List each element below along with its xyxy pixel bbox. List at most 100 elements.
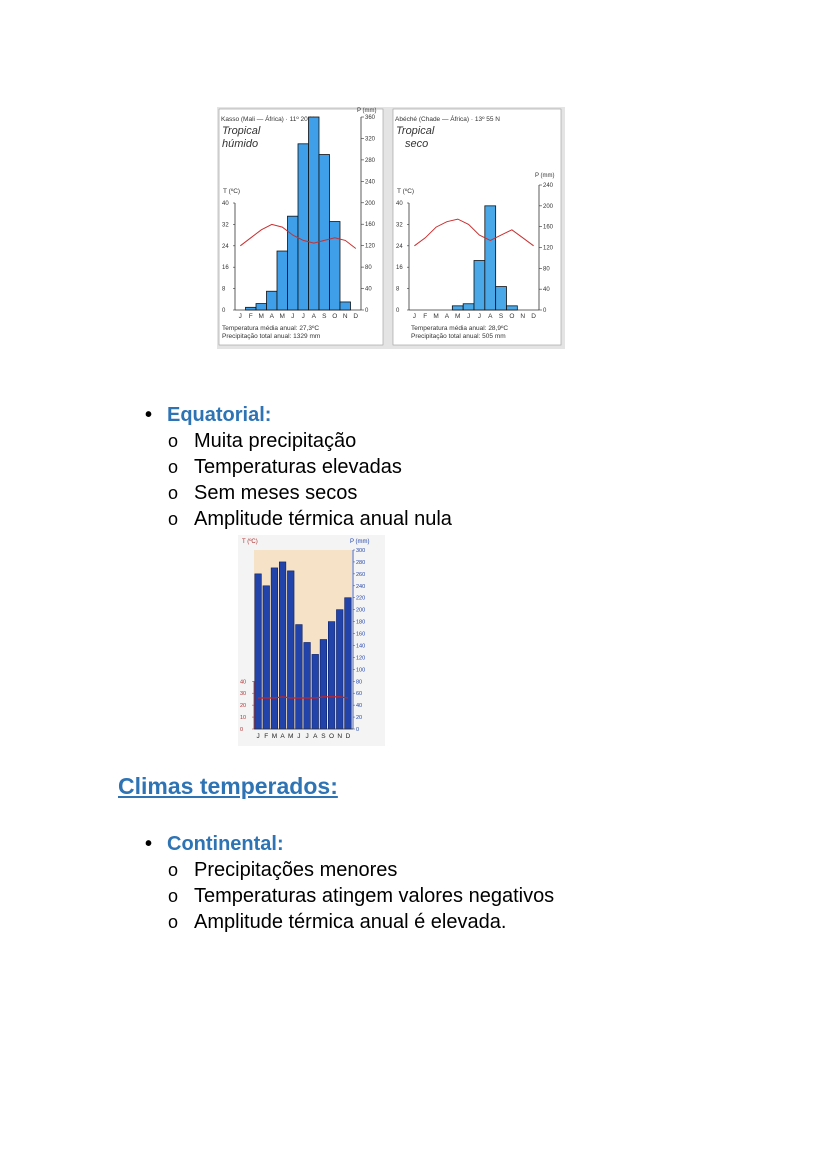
precip-tick-label: 80 (365, 265, 372, 271)
month-label: J (256, 733, 259, 740)
equatorial-item: o Sem meses secos (168, 481, 357, 505)
temp-tick-label: 8 (396, 287, 400, 293)
sub-bullet-icon: o (168, 886, 179, 906)
month-label: O (329, 733, 334, 740)
precip-tick-label: 180 (356, 620, 365, 626)
month-label: J (478, 313, 481, 320)
tropical-climographs-svg: Kasso (Mali — África) · 11º 20 N Tropical… (218, 108, 562, 346)
month-label: J (305, 733, 308, 740)
precip-tick-label: 160 (543, 225, 554, 231)
precip-bar (336, 609, 344, 730)
climograph-caption-precip: Precipitação total anual: 505 mm (411, 333, 506, 340)
precip-axis-label: P (mm) (357, 108, 377, 114)
continental-item-text: Precipitações menores (194, 859, 398, 881)
equatorial-climograph-figure: T (ºC) P (mm) 0 20 40 60 80 100 120 140 160 180 200 2… (238, 535, 385, 746)
temp-tick-label: 40 (222, 201, 229, 207)
month-label: M (455, 313, 460, 320)
temperature-line (258, 696, 348, 699)
precip-bar (255, 303, 267, 311)
month-label: N (520, 313, 525, 320)
month-label: M (433, 313, 438, 320)
continental-item-text: Temperaturas atingem valores negativos (194, 885, 555, 907)
equatorial-climograph-svg: T (ºC) P (mm)0204060801001201401601802002… (240, 538, 370, 740)
temp-tick-label: 24 (396, 244, 403, 250)
precip-tick-label: 40 (365, 287, 372, 293)
precip-bar (319, 639, 327, 730)
precip-bar (276, 250, 288, 311)
temperature-line (414, 218, 534, 247)
precip-bar (495, 286, 507, 311)
precip-tick-label: 140 (356, 643, 365, 649)
temp-tick-label: 0 (222, 308, 226, 314)
continental-heading-row: • Continental: (145, 832, 284, 856)
climograph-climate-type: Tropical (222, 125, 261, 137)
continental-item-text: Amplitude térmica anual é elevada. (194, 911, 507, 933)
month-label: N (343, 313, 348, 320)
precip-bar (339, 301, 351, 311)
temp-tick-label: 32 (396, 222, 403, 228)
precip-tick-label: 20 (356, 715, 362, 721)
month-label: J (467, 313, 470, 320)
precip-axis-label: P (mm) (350, 539, 370, 545)
precip-tick-label: 240 (543, 183, 554, 189)
precip-bar (462, 303, 475, 311)
equatorial-item: o Amplitude térmica anual nula (168, 507, 452, 531)
month-label: F (264, 733, 268, 740)
precip-tick-label: 120 (365, 244, 376, 250)
equatorial-item-text: Amplitude térmica anual nula (194, 508, 452, 530)
climograph-climate-type: Tropical (396, 125, 435, 137)
precip-bar (270, 567, 279, 730)
temp-tick-label: 40 (240, 679, 246, 685)
precip-tick-label: 200 (365, 201, 376, 207)
climograph-caption-temp: Temperatura média anual: 27,3ºC (222, 325, 319, 332)
precip-bar (344, 597, 352, 730)
precip-bar (295, 624, 303, 730)
month-label: M (280, 313, 285, 320)
temp-axis-label: T (ºC) (223, 188, 240, 195)
month-label: A (313, 733, 318, 740)
sub-bullet-icon: o (168, 860, 179, 880)
precip-tick-label: 200 (356, 608, 365, 614)
precip-tick-label: 40 (356, 703, 362, 709)
precip-tick-label: 0 (365, 308, 369, 314)
climograph-location: Kasso (Mali — África) · 11º 20 N (221, 114, 315, 123)
precip-tick-label: 80 (543, 266, 550, 272)
sub-bullet-icon: o (168, 457, 179, 477)
equatorial-item: o Temperaturas elevadas (168, 455, 402, 479)
month-label: S (322, 313, 327, 320)
precip-tick-label: 240 (356, 584, 365, 590)
precip-tick-label: 260 (356, 572, 365, 578)
climograph-location: Abéché (Chade — África) · 13º 55 N (395, 114, 500, 123)
climograph-caption-precip: Precipitação total anual: 1329 mm (222, 333, 320, 340)
precip-tick-label: 220 (356, 596, 365, 602)
precip-bar (308, 116, 320, 311)
month-label: S (499, 313, 504, 320)
precip-bar (451, 305, 464, 311)
plot-background (254, 550, 352, 729)
precip-axis-label: P (mm) (535, 173, 555, 179)
precip-tick-label: 160 (365, 222, 376, 228)
month-label: J (413, 313, 416, 320)
precip-tick-label: 120 (543, 246, 554, 252)
precip-tick-label: 360 (365, 115, 376, 121)
climograph-climate-subtype: seco (405, 138, 428, 150)
month-label: S (321, 733, 326, 740)
precip-bar (287, 570, 295, 730)
equatorial-item: o Muita precipitação (168, 429, 356, 453)
tropical-climographs-figure: Kasso (Mali — África) · 11º 20 N Tropical… (217, 107, 565, 349)
precip-bar (245, 306, 257, 311)
month-label: J (297, 733, 300, 740)
sub-bullet-icon: o (168, 431, 179, 451)
precip-bar (287, 215, 299, 311)
precip-bar (311, 654, 319, 730)
precip-bar (329, 221, 341, 311)
precip-tick-label: 80 (356, 679, 362, 685)
month-label: M (272, 733, 277, 740)
precip-tick-label: 280 (356, 560, 365, 566)
precip-bar (278, 561, 287, 730)
month-label: O (332, 313, 337, 320)
continental-heading: Continental: (167, 833, 284, 855)
temp-axis-label: T (ºC) (242, 538, 258, 545)
month-label: A (270, 313, 275, 320)
month-label: J (302, 313, 305, 320)
